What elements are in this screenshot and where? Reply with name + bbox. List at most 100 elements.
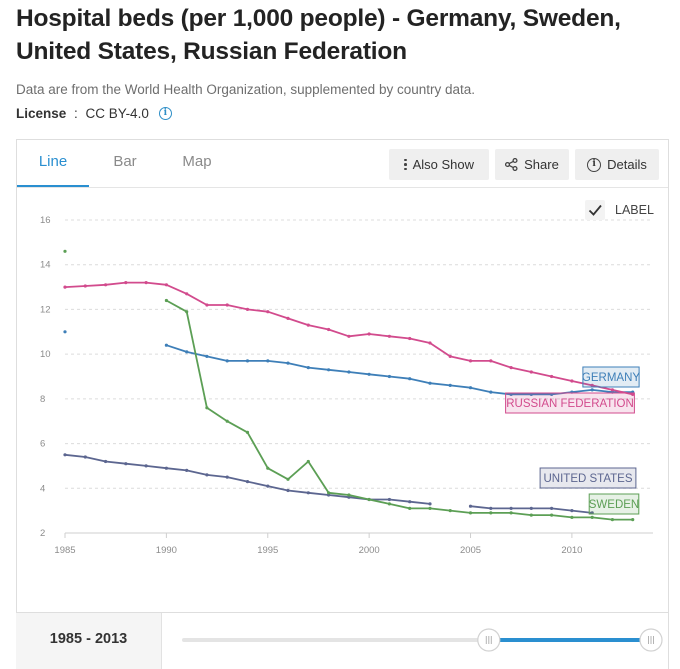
series-label-text: SWEDEN: [589, 499, 639, 511]
year-slider[interactable]: [16, 613, 669, 669]
data-point-sweden: [164, 298, 168, 303]
series-label-box: [582, 366, 640, 388]
line-chart: 2 4 6 8 10 12 14 16 1985 1990 1995 2000 2005 2010 GER…: [40, 200, 654, 556]
data-point-germany: [468, 386, 473, 390]
data-point-germany: [590, 388, 594, 392]
data-point-russian-federation: [428, 341, 432, 345]
slider-end-handle[interactable]: [639, 628, 663, 652]
data-point-sweden: [468, 511, 473, 515]
data-point-germany: [306, 366, 310, 370]
data-point-sweden: [347, 493, 351, 497]
data-point-germany: [408, 377, 412, 381]
data-point-sweden: [327, 491, 331, 495]
data-point-russian-federation: [104, 283, 108, 287]
data-point-russian-federation: [185, 292, 189, 296]
y-tick-label: 2: [40, 528, 45, 539]
data-point-sweden: [266, 466, 270, 470]
data-point-united-states: [225, 475, 229, 479]
data-point-united-states: [387, 497, 391, 502]
data-point-russian-federation: [489, 359, 493, 363]
y-tick-label: 16: [40, 215, 51, 226]
data-point-germany: [550, 392, 554, 396]
data-point-germany: [387, 374, 391, 379]
y-tick-label: 14: [40, 260, 51, 271]
data-point-sweden: [286, 477, 290, 481]
share-button[interactable]: Share: [495, 149, 569, 180]
more-vertical-icon: [403, 158, 407, 171]
data-point-germany: [205, 354, 209, 358]
series-label-box: [588, 493, 640, 515]
data-point-united-states: [306, 491, 310, 495]
y-tick-label: 4: [40, 483, 45, 494]
also-show-button[interactable]: Also Show: [389, 149, 489, 180]
data-point-germany: [164, 343, 168, 347]
info-icon[interactable]: i: [158, 107, 172, 120]
data-point-russian-federation: [225, 303, 229, 307]
data-point-united-states: [83, 455, 87, 459]
data-point-russian-federation: [347, 334, 351, 338]
series-germany: [63, 330, 635, 396]
tab-map[interactable]: Map: [182, 153, 212, 170]
data-point-russian-federation: [387, 334, 391, 338]
data-point-sweden: [408, 506, 412, 510]
data-point-united-states: [327, 493, 331, 497]
data-point-russian-federation: [63, 285, 67, 289]
also-show-label: Also Show: [412, 157, 474, 172]
series-label-germany: GERMANY: [582, 366, 640, 388]
data-point-germany: [266, 359, 270, 363]
data-point-germany: [185, 350, 189, 354]
data-point-russian-federation: [367, 332, 371, 336]
data-point-united-states: [570, 509, 574, 513]
x-tick-label: 2005: [460, 545, 481, 556]
data-point-germany: [327, 368, 331, 372]
data-point-germany: [63, 330, 67, 334]
series-label-box: [539, 467, 637, 489]
series-label-sweden: SWEDEN: [588, 493, 640, 515]
details-button[interactable]: i Details: [575, 149, 659, 180]
data-point-sweden: [448, 509, 452, 513]
data-point-sweden: [245, 430, 250, 434]
data-point-russian-federation: [408, 336, 412, 341]
data-point-united-states: [550, 506, 554, 510]
series-line-united-states: [64, 453, 431, 505]
data-point-united-states: [63, 453, 67, 457]
data-point-sweden: [550, 513, 554, 517]
data-point-united-states: [185, 468, 189, 472]
data-point-russian-federation: [124, 281, 128, 285]
data-point-russian-federation: [266, 310, 270, 314]
data-point-germany: [367, 372, 371, 376]
data-point-russian-federation: [631, 392, 635, 396]
data-point-germany: [529, 392, 533, 396]
slider-start-handle[interactable]: [477, 628, 501, 652]
data-point-sweden: [63, 249, 67, 253]
series-united-states: [63, 453, 594, 515]
data-point-united-states: [286, 488, 290, 493]
range-start-year: 1985: [49, 631, 83, 647]
data-point-russian-federation: [590, 383, 594, 387]
data-point-sweden: [306, 459, 310, 464]
data-point-germany: [448, 383, 452, 387]
data-point-russian-federation: [286, 316, 290, 320]
data-point-sweden: [509, 511, 513, 515]
source-note: Data are from the World Health Organizat…: [16, 82, 475, 97]
details-label: Details: [607, 157, 647, 172]
range-separator: -: [82, 631, 95, 647]
data-point-germany: [225, 359, 229, 363]
label-toggle[interactable]: LABEL: [585, 200, 654, 220]
view-tabs: Line Bar Map: [17, 140, 233, 188]
share-icon: [505, 158, 518, 171]
label-toggle-text: LABEL: [615, 203, 654, 217]
label-toggle-box[interactable]: [585, 200, 605, 220]
data-point-sweden: [529, 513, 533, 517]
data-point-united-states: [266, 484, 270, 488]
data-point-sweden: [590, 515, 594, 520]
data-point-russian-federation: [550, 374, 554, 379]
tab-bar[interactable]: Bar: [113, 153, 137, 170]
data-point-united-states: [124, 462, 128, 466]
series-russian-federation: [63, 281, 635, 396]
tab-line[interactable]: Line: [17, 140, 89, 188]
data-point-russian-federation: [468, 359, 473, 363]
data-point-germany: [489, 390, 493, 394]
data-point-united-states: [468, 504, 473, 508]
x-tick-label: 1995: [257, 545, 278, 556]
